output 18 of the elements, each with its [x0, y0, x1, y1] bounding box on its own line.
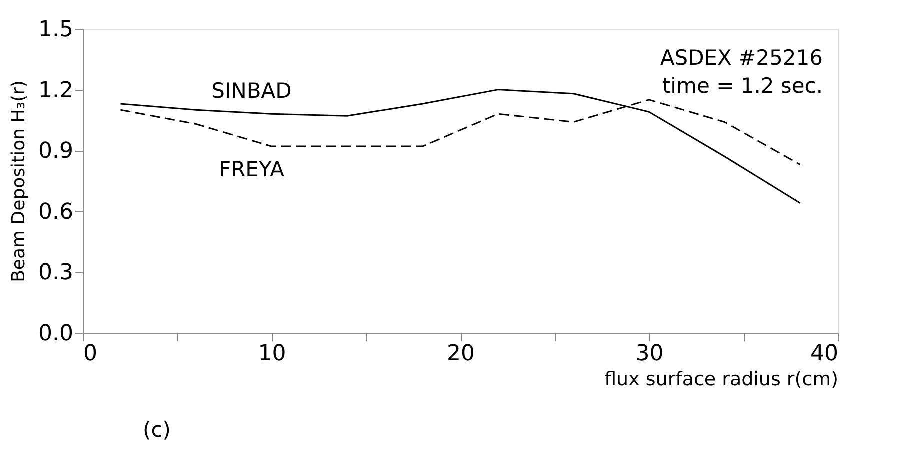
x-tick-label: 10 — [258, 342, 286, 366]
y-tick-label: 1.2 — [38, 78, 74, 104]
y-tick-label: 1.5 — [38, 18, 74, 42]
y-tick-label: 0.0 — [38, 322, 74, 346]
y-tick-label: 0.9 — [38, 139, 74, 164]
series-label: FREYA — [218, 158, 286, 182]
series-label: SINBAD — [212, 79, 292, 104]
x-tick-label: 30 — [636, 342, 664, 366]
x-tick-label: 40 — [810, 342, 838, 366]
text: (c) — [143, 418, 171, 442]
annotation: ASDEX #25216 — [660, 46, 823, 70]
x-axis-title: flux surface radius r(cm) — [604, 368, 838, 390]
x-tick-label: 0 — [84, 342, 98, 366]
annotation: time = 1.2 sec. — [662, 74, 823, 98]
y-tick-label: 0.6 — [38, 200, 74, 225]
y-tick-label: 0.3 — [38, 260, 74, 286]
x-tick-label: 20 — [447, 342, 475, 366]
y-axis-title: Beam Deposition H₃(r) — [8, 80, 30, 282]
